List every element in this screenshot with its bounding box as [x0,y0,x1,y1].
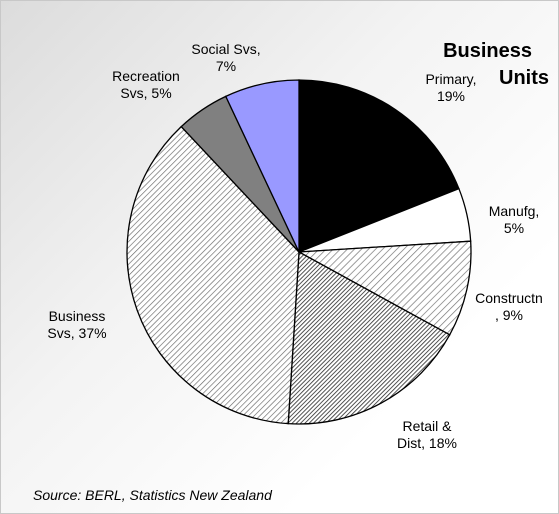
pie-slice-social-svs [224,79,300,253]
slice-label-social-svs: Social Svs, 7% [191,41,260,74]
chart-title-line2: Units [499,67,549,89]
pie-slice-retail-dist [287,250,451,425]
slice-label-primary: Primary, 19% [425,71,476,104]
chart-source: Source: BERL, Statistics New Zealand [33,487,272,503]
slice-label-business-svs: Business Svs, 37% [47,308,106,341]
slice-label-recreation-svs: Recreation Svs, 5% [112,68,180,101]
slice-label-manufg: Manufg, 5% [489,203,540,236]
slice-label-constructn: Constructn, 9% [475,290,543,323]
pie-slice-primary [298,79,460,253]
pie-slice-business-svs [126,125,300,425]
chart-title-line1: Business [443,40,532,62]
slice-label-retail-dist: Retail & Dist, 18% [397,418,457,451]
pie-slice-constructn [296,240,472,336]
